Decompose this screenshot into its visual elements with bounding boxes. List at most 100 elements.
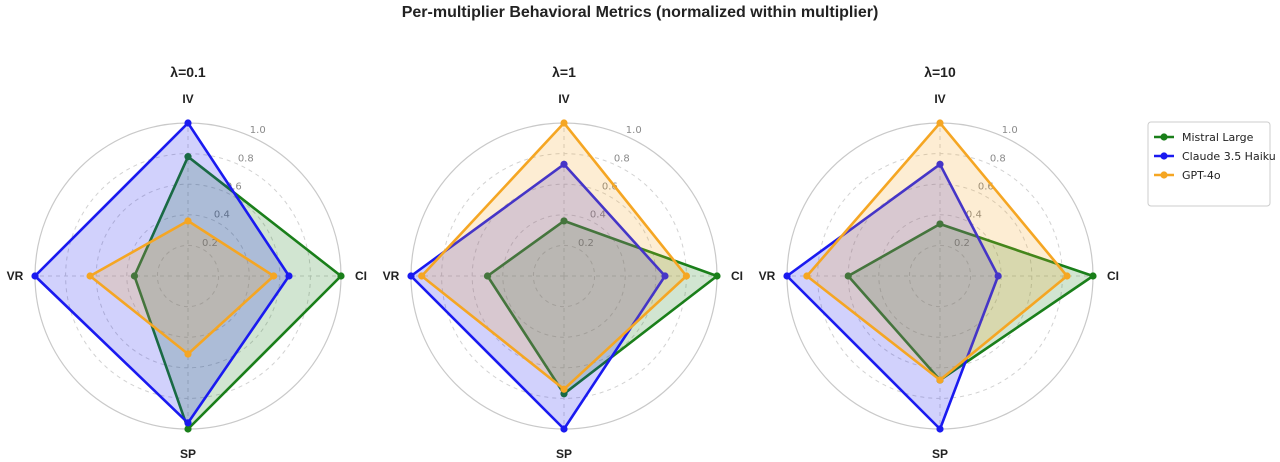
data-point (337, 272, 345, 280)
radial-tick-label: 0.6 (602, 181, 618, 192)
radial-tick-label: 0.2 (202, 238, 218, 249)
radial-tick-label: 1.0 (1002, 125, 1018, 136)
radial-tick-label: 0.6 (978, 181, 994, 192)
series-gpt-4o (86, 217, 278, 358)
grid-ring (502, 214, 626, 338)
axis-label-sp: SP (556, 447, 572, 461)
radial-tick-label: 0.4 (214, 210, 230, 221)
panel-title: λ=1 (552, 64, 576, 80)
legend-label: GPT-4o (1182, 169, 1221, 182)
data-point (844, 272, 852, 280)
data-point (184, 217, 192, 225)
axis-label-ci: CI (355, 269, 367, 283)
data-point (803, 272, 811, 280)
radial-tick-label: 0.6 (226, 181, 242, 192)
axis-label-iv: IV (934, 92, 945, 106)
radial-tick-label: 0.8 (990, 153, 1006, 164)
data-point (130, 272, 139, 280)
series-claude-3-5-haiku (407, 160, 669, 433)
data-point (407, 272, 415, 280)
data-point (936, 376, 944, 384)
data-point (418, 272, 426, 280)
panel-title: λ=0.1 (170, 64, 206, 80)
series-area (421, 123, 687, 390)
axis-label-ci: CI (1107, 269, 1119, 283)
data-point (31, 272, 39, 280)
series-gpt-4o (803, 119, 1071, 384)
legend-swatch-marker (1160, 133, 1168, 141)
radar-panel-2: λ=1 0.2 0.4 0.6 0.8 1.0 IV CI SP VR (383, 64, 743, 461)
radar-panel-1: λ=0.1 0.2 0.4 0.6 0.8 1.0 IV CI SP VR (7, 64, 367, 461)
radial-tick-label: 0.8 (614, 153, 630, 164)
radar-panels: λ=0.1 0.2 0.4 0.6 0.8 1.0 IV CI SP VR λ=1 0.2 0.4 0.6… (7, 64, 1119, 461)
data-point (936, 160, 944, 168)
series-claude-3-5-haiku (31, 119, 293, 427)
data-point (184, 119, 192, 127)
legend-frame (1147, 121, 1271, 207)
legend-swatch-marker (1160, 171, 1168, 179)
series-area (90, 220, 274, 354)
data-point (560, 119, 568, 127)
grid-ring (532, 244, 596, 308)
data-point (560, 217, 568, 225)
axis-label-sp: SP (932, 447, 948, 461)
legend-entry-mistral-large: Mistral Large (1154, 131, 1254, 144)
data-point (86, 272, 94, 280)
axis-label-iv: IV (182, 92, 193, 106)
axis-label-ci: CI (731, 269, 743, 283)
radial-tick-label: 0.4 (966, 210, 982, 221)
data-point (682, 272, 691, 280)
data-point (936, 220, 944, 228)
data-point (560, 425, 568, 433)
data-point (936, 119, 944, 127)
radial-tick-label: 0.8 (238, 153, 254, 164)
data-point (936, 425, 944, 433)
data-point (483, 272, 492, 280)
figure-title: Per-multiplier Behavioral Metrics (norma… (402, 4, 879, 21)
radial-tick-label: 0.2 (954, 238, 970, 249)
radial-tick-label: 1.0 (250, 125, 266, 136)
data-point (184, 350, 192, 358)
panel-title: λ=10 (924, 64, 956, 80)
data-point (560, 160, 568, 168)
legend-entry-claude-3-5-haiku: Claude 3.5 Haiku (1154, 150, 1276, 163)
data-point (270, 272, 278, 280)
data-point (994, 272, 1002, 280)
axis-label-vr: VR (7, 269, 24, 283)
data-point (184, 425, 192, 433)
legend-label: Mistral Large (1182, 131, 1254, 144)
axis-label-vr: VR (383, 269, 400, 283)
legend-entry-gpt-4o: GPT-4o (1154, 169, 1221, 182)
radial-tick-label: 0.2 (578, 238, 594, 249)
data-point (713, 272, 721, 280)
series-area (35, 123, 289, 423)
data-point (661, 272, 669, 280)
grid-ring (156, 244, 220, 308)
radar-panel-3: λ=10 0.2 0.4 0.6 0.8 1.0 IV CI SP VR (759, 64, 1119, 461)
data-point (1089, 272, 1097, 280)
data-point (1063, 272, 1071, 280)
data-point (184, 153, 192, 161)
data-point (285, 272, 293, 280)
series-area (806, 123, 1067, 380)
legend-label: Claude 3.5 Haiku (1182, 150, 1276, 163)
data-point (783, 272, 791, 280)
grid-ring (126, 214, 250, 338)
data-point (560, 385, 568, 393)
series-mistral-large (130, 153, 345, 433)
radial-tick-label: 0.4 (590, 210, 606, 221)
axis-label-iv: IV (558, 92, 569, 106)
axis-label-sp: SP (180, 447, 196, 461)
series-area (134, 156, 341, 429)
radial-tick-label: 1.0 (626, 125, 642, 136)
axis-label-vr: VR (759, 269, 776, 283)
legend: Mistral Large Claude 3.5 Haiku GPT-4o (1147, 121, 1276, 207)
series-area (487, 220, 717, 394)
data-point (184, 419, 192, 427)
series-mistral-large (483, 217, 721, 398)
series-area (848, 224, 1093, 380)
series-area (787, 164, 999, 430)
series-gpt-4o (418, 119, 691, 393)
legend-swatch-marker (1160, 152, 1168, 160)
